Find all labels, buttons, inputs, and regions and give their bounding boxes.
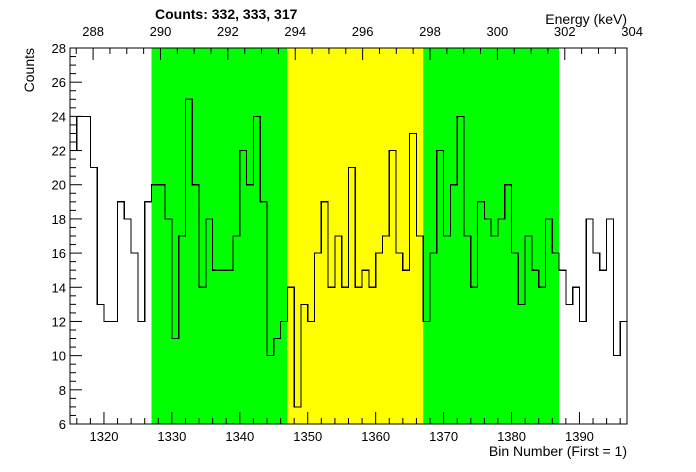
y-tick-label-8: 8 (59, 383, 66, 398)
top-tick-label-304: 304 (621, 24, 643, 39)
axis-ticks (70, 47, 621, 425)
x-axis-title: Bin Number (First = 1) (489, 443, 627, 459)
x-tick-label-1330: 1330 (157, 429, 186, 444)
y-tick-label-6: 6 (59, 417, 66, 432)
y-tick-label-26: 26 (52, 75, 66, 90)
top-tick-label-298: 298 (419, 24, 441, 39)
x-tick-label-1350: 1350 (293, 429, 322, 444)
y-tick-label-24: 24 (52, 109, 66, 124)
region-band-1 (151, 48, 288, 424)
histogram-line (70, 98, 627, 408)
y-tick-label-10: 10 (52, 349, 66, 364)
top-tick-label-294: 294 (284, 24, 306, 39)
y-tick-label-28: 28 (52, 41, 66, 56)
top-tick-label-288: 288 (82, 24, 104, 39)
x-tick-label-1370: 1370 (429, 429, 458, 444)
y-tick-label-14: 14 (52, 280, 66, 295)
top-tick-label-300: 300 (487, 24, 509, 39)
y-tick-label-18: 18 (52, 212, 66, 227)
chart-title: Counts: 332, 333, 317 (155, 6, 298, 22)
top-tick-label-302: 302 (554, 24, 576, 39)
y-tick-label-12: 12 (52, 314, 66, 329)
x-tick-label-1380: 1380 (497, 429, 526, 444)
y-axis-title: Counts (21, 48, 37, 92)
top-axis-title: Energy (keV) (545, 11, 627, 27)
y-tick-label-16: 16 (52, 246, 66, 261)
tick-labels: 1320 1330 1340 1350 1360 1370 1380 1390 6 8 10 12 14… (52, 24, 643, 444)
top-tick-label-296: 296 (352, 24, 374, 39)
x-tick-label-1360: 1360 (361, 429, 390, 444)
x-tick-label-1340: 1340 (225, 429, 254, 444)
x-tick-label-1320: 1320 (90, 429, 119, 444)
x-tick-label-1390: 1390 (565, 429, 594, 444)
histogram-series (70, 98, 627, 408)
top-tick-label-290: 290 (150, 24, 172, 39)
y-tick-label-22: 22 (52, 144, 66, 159)
y-tick-label-20: 20 (52, 178, 66, 193)
top-tick-label-292: 292 (217, 24, 239, 39)
